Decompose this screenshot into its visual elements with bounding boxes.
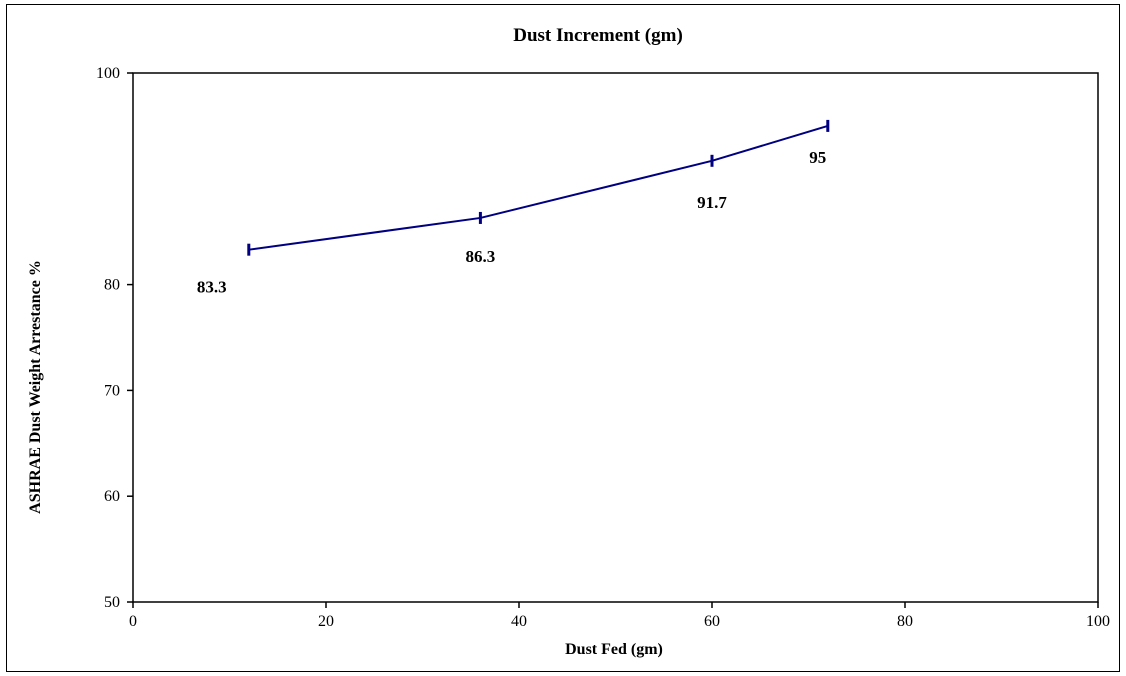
x-tick-label: 80	[897, 613, 913, 630]
chart-frame	[6, 4, 1120, 672]
y-tick-label: 50	[104, 594, 120, 611]
data-label: 86.3	[466, 247, 496, 266]
data-label: 83.3	[197, 278, 227, 297]
y-tick-label: 70	[104, 382, 120, 399]
y-tick-label: 100	[96, 65, 120, 82]
series-line	[248, 124, 829, 251]
x-tick-label: 0	[129, 613, 137, 630]
y-tick-label: 80	[104, 277, 120, 294]
y-axis-title: ASHRAE Dust Weight Arrestance %	[27, 260, 44, 514]
x-tick-label: 20	[318, 613, 334, 630]
y-tick-label: 60	[104, 488, 120, 505]
x-tick-label: 60	[704, 613, 720, 630]
x-tick-label: 40	[511, 613, 527, 630]
x-axis-title: Dust Fed (gm)	[565, 641, 663, 658]
x-tick-label: 100	[1086, 613, 1110, 630]
chart-title: Dust Increment (gm)	[513, 25, 683, 46]
data-label: 95	[809, 148, 826, 167]
data-label: 91.7	[697, 193, 727, 212]
plot-area	[132, 72, 1099, 603]
